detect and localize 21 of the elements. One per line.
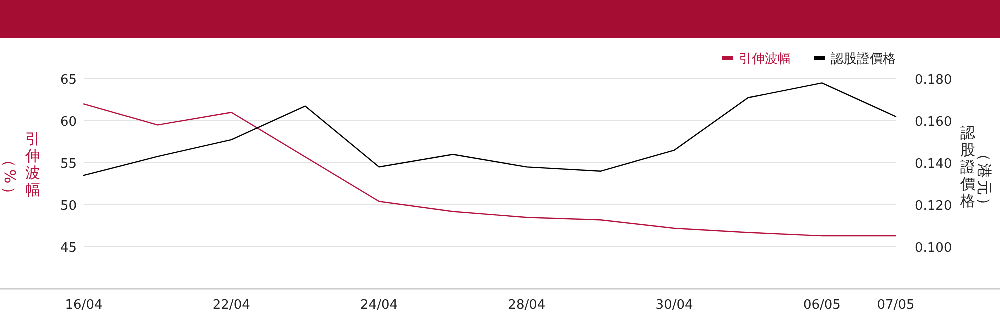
x-tick-label: 28/04 [508,298,546,313]
y2-tick-label: 0.100 [915,241,952,256]
legend-label: 引伸波幅 [739,52,791,67]
y2-axis-title: 認股證價格（港元） [960,124,994,212]
y2-tick-label: 0.120 [915,199,952,214]
y-axis-title: 引伸波幅（%） [0,130,40,202]
y-tick-label: 50 [60,199,77,214]
y-tick-label: 65 [60,73,77,88]
x-tick-label: 16/04 [65,298,103,313]
y-tick-label: 60 [60,115,77,130]
y2-tick-label: 0.160 [915,115,952,130]
y2-tick-label: 0.140 [915,157,952,172]
x-tick-label: 22/04 [212,298,250,313]
y2-tick-label: 0.180 [915,73,952,88]
y-tick-label: 45 [60,241,77,256]
y-tick-label: 55 [60,157,77,172]
legend-label: 認股證價格 [831,52,896,67]
x-tick-label: 24/04 [360,298,398,313]
x-tick-label: 30/04 [656,298,694,313]
x-tick-label: 06/05 [803,298,841,313]
x-tick-label: 07/05 [877,298,915,313]
